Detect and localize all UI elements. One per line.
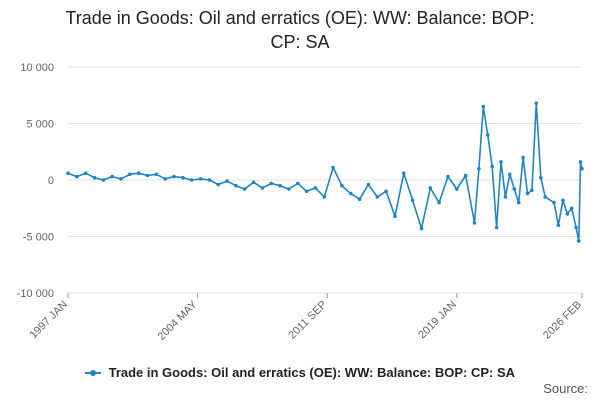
data-point[interactable] [503,195,508,199]
data-point[interactable] [313,186,318,190]
data-point[interactable] [561,198,565,203]
data-point[interactable] [145,173,150,178]
data-point[interactable] [402,171,406,175]
data-point[interactable] [304,189,309,194]
data-point[interactable] [296,181,300,186]
y-tick-label: 0 [48,175,54,187]
y-axis-ticks: 10 000 5 000 0 -5 000 -10 000 [17,62,54,300]
data-point[interactable] [260,186,265,190]
data-point[interactable] [481,104,486,109]
data-point[interactable] [225,179,229,183]
chart-title-line-1: Trade in Goods: Oil and erratics (OE): W… [65,8,535,28]
data-point[interactable] [189,178,194,182]
data-point[interactable] [499,160,503,164]
x-tick-label: 1997 JAN [27,299,70,342]
y-tick-label: 10 000 [20,62,54,74]
data-point[interactable] [530,188,534,192]
data-point[interactable] [446,174,450,179]
source-label: Source: [543,381,588,396]
data-point[interactable] [128,172,132,177]
data-point[interactable] [234,183,238,188]
y-tick-label: -5 000 [23,232,54,244]
data-point[interactable] [521,155,525,160]
data-point[interactable] [543,195,547,199]
x-axis-ticks: 1997 JAN 2004 MAY 2011 SEP 2019 JAN 2026 FEB [27,293,584,343]
data-point[interactable] [516,200,521,205]
data-point[interactable] [508,172,512,177]
data-point[interactable] [242,187,247,191]
data-point[interactable] [83,171,88,175]
data-point[interactable] [172,174,176,179]
data-point[interactable] [163,177,167,181]
data-point[interactable] [75,174,79,179]
data-point[interactable] [349,191,353,196]
data-point[interactable] [556,223,561,227]
data-point[interactable] [428,186,433,190]
data-point[interactable] [384,189,388,194]
data-point[interactable] [119,177,123,181]
data-point[interactable] [393,214,397,218]
data-point[interactable] [110,174,114,179]
data-point[interactable] [357,197,362,201]
data-point[interactable] [472,221,477,225]
data-point[interactable] [251,180,256,185]
data-point[interactable] [410,198,415,203]
data-point[interactable] [577,239,581,243]
y-tick-label: -10 000 [17,288,54,300]
data-point[interactable] [490,164,495,169]
data-point[interactable] [366,182,371,187]
chart-title: Trade in Goods: Oil and erratics (OE): W… [0,6,600,54]
chart-title-line-2: CP: SA [270,32,330,52]
x-tick-label: 2004 MAY [155,298,200,343]
data-point[interactable] [437,200,441,205]
data-point[interactable] [455,187,459,191]
data-point[interactable] [525,191,530,196]
series-layer [66,101,584,243]
data-point[interactable] [207,178,212,182]
data-point[interactable] [578,160,583,164]
data-point[interactable] [322,195,327,199]
y-tick-label: 5 000 [26,119,54,131]
data-point[interactable] [477,166,481,171]
data-point[interactable] [539,175,543,180]
legend-label: Trade in Goods: Oil and erratics (OE): W… [108,365,516,380]
data-point[interactable] [331,165,335,170]
data-point[interactable] [419,226,424,231]
data-point[interactable] [574,225,578,230]
legend-swatch [84,369,101,376]
data-point[interactable] [216,182,220,187]
data-point[interactable] [463,173,468,178]
data-point[interactable] [494,225,499,230]
data-point[interactable] [287,187,291,191]
data-point[interactable] [569,206,574,211]
data-point[interactable] [552,200,556,205]
data-point[interactable] [580,166,584,171]
x-tick-label: 2026 FEB [541,299,584,342]
x-tick-label: 2019 JAN [416,299,459,342]
data-point[interactable] [512,187,517,191]
data-point[interactable] [198,177,203,181]
data-point[interactable] [136,171,141,175]
data-point[interactable] [485,133,490,137]
grid-lines [68,66,582,294]
data-point[interactable] [92,175,97,180]
legend[interactable]: Trade in Goods: Oil and erratics (OE): W… [0,365,600,380]
data-point[interactable] [154,172,159,177]
data-point[interactable] [375,195,380,199]
data-point[interactable] [66,171,70,175]
data-point[interactable] [534,101,539,105]
data-point[interactable] [181,175,185,180]
data-point[interactable] [278,183,282,188]
x-tick-label: 2011 SEP [286,299,329,342]
data-point[interactable] [565,212,570,216]
data-point[interactable] [340,183,344,188]
data-point[interactable] [269,181,274,186]
data-point[interactable] [101,178,106,182]
